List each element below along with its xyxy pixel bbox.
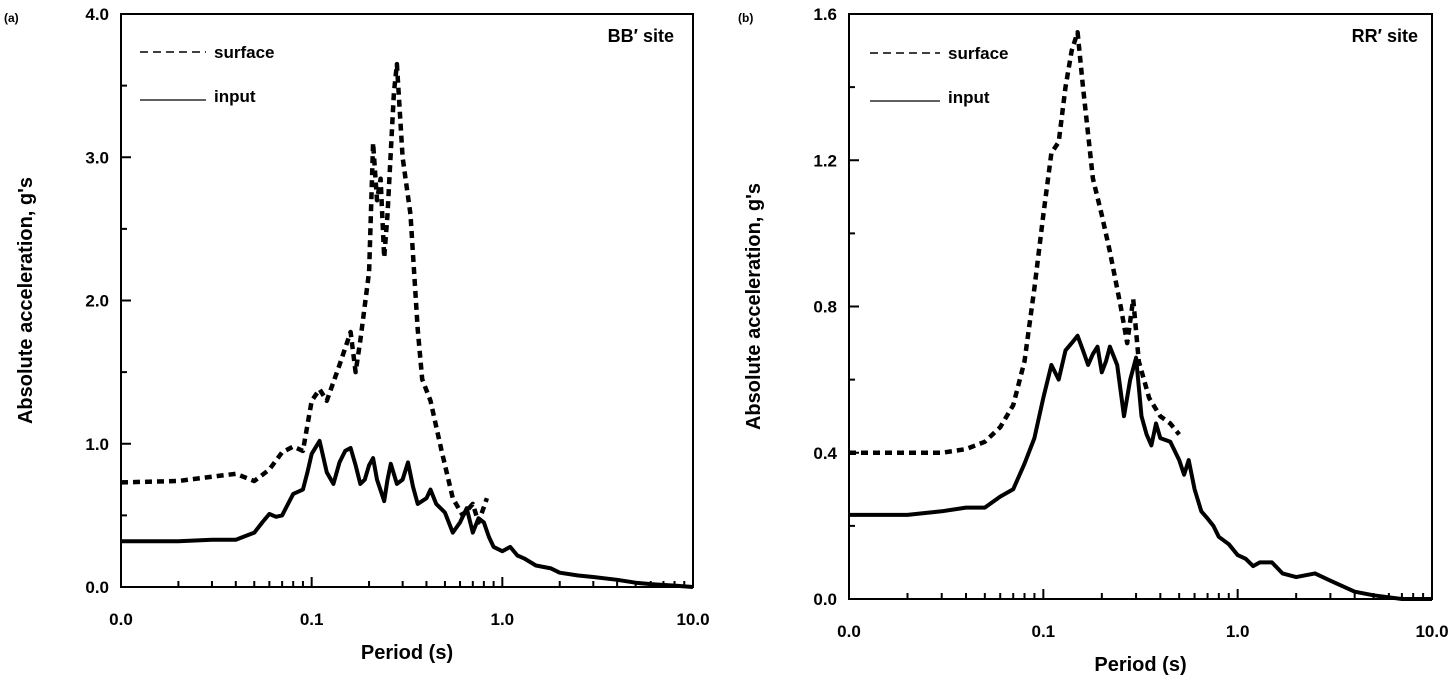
legend: surface input [140,43,274,106]
x-tick-label: 0.1 [300,610,324,629]
legend-label-input: input [214,87,256,106]
y-tick-label: 0.0 [813,590,837,609]
x-tick-label: 1.0 [1226,622,1250,641]
y-tick-label: 0.0 [85,578,109,597]
legend-label-input: input [948,88,990,107]
y-axis-title: Absolute acceleration, g's [743,183,765,430]
site-annotation: BB′ site [608,26,674,46]
series-line-input [121,438,694,589]
legend-label-surface: surface [214,43,274,62]
y-tick-label: 1.2 [813,151,837,170]
legend: surface input [870,44,1008,107]
series-line-surface [120,61,490,525]
x-tick-label: 10.0 [676,610,709,629]
y-axis-title: Absolute acceleration, g's [15,177,37,424]
y-tick-label: 0.8 [813,298,837,317]
x-tick-label: 10.0 [1415,622,1448,641]
panel-label: (a) [4,11,19,25]
series-line-input [849,333,1432,601]
x-tick-label: 1.0 [491,610,515,629]
y-tick-label: 4.0 [85,5,109,24]
y-tick-label: 3.0 [85,148,109,167]
chart-panel-a: (a) BB′ site 0.0 1.0 2.0 3.0 4.0 0.0 0.1 1.0 10.0 P… [4,5,710,664]
x-axis-title: Period (s) [361,642,453,664]
plot-frame [120,13,694,588]
panel-label: (b) [738,11,753,25]
y-tick-label: 2.0 [85,292,109,311]
series-line-surface [849,30,1181,456]
y-tick-label: 1.6 [813,5,837,24]
x-tick-label: 0.0 [109,610,133,629]
x-tick-label: 0.0 [837,622,861,641]
x-tick-label: 0.1 [1032,622,1056,641]
y-tick-label: 1.0 [85,435,109,454]
y-tick-label: 0.4 [813,444,837,463]
x-axis-title: Period (s) [1094,654,1186,676]
site-annotation: RR′ site [1352,26,1418,46]
legend-label-surface: surface [948,44,1008,63]
chart-panel-b: (b) RR′ site 0.0 0.4 0.8 1.2 1.6 0.0 0.1 1.0 10.0 P… [738,5,1449,676]
